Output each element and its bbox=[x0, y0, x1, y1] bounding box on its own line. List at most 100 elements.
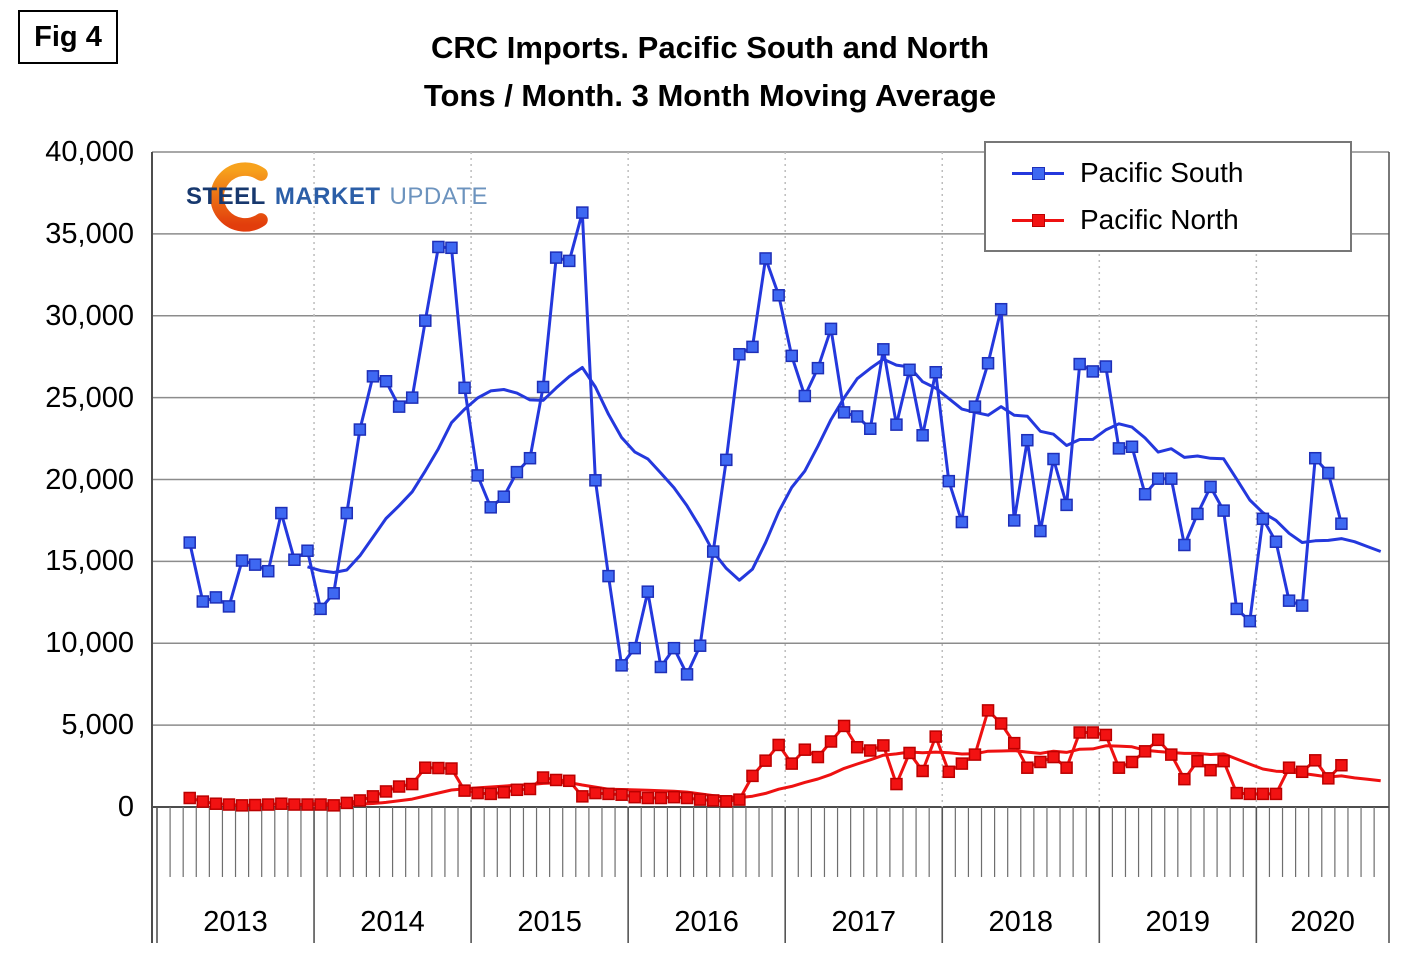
pacific-north-marker bbox=[929, 730, 942, 743]
pacific-north-marker bbox=[890, 777, 903, 791]
y-axis-tick-label: 25,000 bbox=[45, 381, 134, 414]
chart-title-line2: Tons / Month. 3 Month Moving Average bbox=[423, 78, 997, 113]
pacific-south-marker bbox=[589, 474, 602, 487]
pacific-north-marker bbox=[1060, 761, 1073, 774]
pacific-south-marker bbox=[968, 400, 982, 413]
pacific-south-marker bbox=[1125, 440, 1139, 453]
pacific-north-marker bbox=[877, 739, 890, 752]
pacific-north-marker bbox=[248, 798, 262, 812]
pacific-south-marker bbox=[419, 314, 432, 327]
pacific-north-marker bbox=[1308, 754, 1322, 767]
pacific-north-marker bbox=[1243, 787, 1257, 801]
logo-crescent-icon bbox=[210, 162, 268, 232]
pacific-south-marker bbox=[602, 569, 615, 583]
pacific-south-marker bbox=[850, 410, 864, 423]
pacific-south-marker bbox=[1021, 433, 1034, 447]
pacific-north-marker bbox=[811, 750, 825, 764]
pacific-north-marker bbox=[628, 790, 641, 804]
pacific-north-marker bbox=[1086, 726, 1100, 739]
y-axis-tick-label: 0 bbox=[117, 791, 134, 823]
pacific-north-marker bbox=[1073, 726, 1086, 739]
pacific-north-marker bbox=[209, 797, 223, 810]
pacific-north-marker bbox=[353, 794, 367, 807]
pacific-south-marker bbox=[798, 389, 812, 403]
pacific-south-marker bbox=[1099, 360, 1113, 373]
pacific-south-marker bbox=[1269, 535, 1283, 548]
pacific-south-marker bbox=[510, 465, 524, 479]
pacific-north-marker bbox=[576, 790, 589, 803]
legend-item-pacific-south: Pacific South bbox=[1012, 157, 1350, 189]
y-axis-tick-label: 40,000 bbox=[45, 136, 134, 168]
pacific-north-marker bbox=[772, 738, 785, 752]
pacific-north-marker bbox=[484, 787, 497, 801]
pacific-north-marker bbox=[1178, 772, 1191, 786]
pacific-south-marker bbox=[994, 302, 1008, 316]
pacific-south-marker bbox=[1073, 357, 1086, 371]
pacific-south-moving-average-line bbox=[307, 357, 1382, 582]
y-axis-tick-label: 30,000 bbox=[45, 299, 134, 332]
pacific-south-marker bbox=[1138, 487, 1152, 501]
pacific-south-marker bbox=[641, 585, 655, 598]
pacific-north-marker bbox=[1335, 758, 1348, 772]
pacific-south-marker bbox=[458, 381, 471, 395]
legend-label-pacific-south: Pacific South bbox=[1080, 156, 1244, 188]
pacific-south-marker bbox=[890, 418, 903, 431]
pacific-south-legend-marker-icon bbox=[1012, 166, 1064, 180]
x-axis-year-label: 2016 bbox=[674, 906, 739, 938]
pacific-south-marker bbox=[432, 240, 445, 254]
y-axis-tick-label: 20,000 bbox=[45, 463, 134, 496]
pacific-north-marker bbox=[222, 798, 236, 811]
pacific-north-marker bbox=[1165, 748, 1178, 761]
pacific-south-marker bbox=[1047, 452, 1060, 466]
pacific-south-marker bbox=[903, 363, 916, 377]
legend-item-pacific-north: Pacific North bbox=[1012, 204, 1350, 236]
pacific-north-marker bbox=[1322, 772, 1335, 785]
pacific-south-marker bbox=[1151, 472, 1165, 485]
pacific-south-marker bbox=[1086, 365, 1100, 378]
pacific-north-marker bbox=[942, 765, 956, 779]
pacific-north-marker bbox=[1217, 754, 1230, 768]
pacific-north-marker bbox=[301, 798, 314, 811]
pacific-south-marker bbox=[929, 365, 942, 379]
pacific-south-marker bbox=[628, 641, 641, 655]
pacific-south-marker bbox=[392, 400, 406, 413]
x-axis-year-label: 2013 bbox=[203, 906, 268, 938]
pacific-south-marker bbox=[942, 474, 956, 488]
pacific-north-marker bbox=[1125, 755, 1139, 769]
pacific-north-marker bbox=[405, 777, 419, 791]
pacific-south-marker bbox=[811, 361, 825, 375]
y-axis-tick-label: 5,000 bbox=[61, 709, 134, 742]
pacific-north-moving-average-line bbox=[307, 744, 1381, 806]
pacific-north-marker bbox=[824, 735, 838, 748]
pacific-south-marker bbox=[1243, 614, 1257, 628]
pacific-south-marker bbox=[563, 254, 576, 268]
pacific-north-marker bbox=[536, 771, 550, 784]
pacific-north-marker bbox=[759, 754, 772, 767]
pacific-north-marker bbox=[445, 762, 458, 775]
pacific-south-line bbox=[188, 211, 1343, 676]
pacific-north-marker bbox=[288, 798, 301, 811]
pacific-south-marker bbox=[877, 343, 890, 356]
x-axis-year-label: 2020 bbox=[1290, 906, 1355, 938]
pacific-south-marker bbox=[405, 391, 419, 404]
logo-word-update: UPDATE bbox=[389, 183, 489, 210]
pacific-south-marker bbox=[248, 558, 262, 571]
pacific-north-marker bbox=[916, 764, 929, 778]
pacific-north-marker bbox=[563, 774, 576, 788]
pacific-north-marker bbox=[615, 788, 628, 801]
x-axis-year-label: 2019 bbox=[1145, 906, 1211, 938]
pacific-north-marker bbox=[497, 786, 511, 799]
pacific-north-marker bbox=[641, 791, 655, 805]
pacific-south-marker bbox=[981, 356, 995, 370]
pacific-north-marker bbox=[994, 717, 1008, 730]
pacific-north-marker bbox=[471, 786, 484, 800]
pacific-south-marker bbox=[1217, 504, 1230, 517]
pacific-south-marker bbox=[536, 380, 550, 394]
pacific-north-marker bbox=[458, 784, 471, 797]
pacific-north-legend-marker-icon bbox=[1012, 214, 1064, 228]
pacific-north-marker bbox=[261, 798, 275, 811]
pacific-south-marker bbox=[864, 422, 877, 435]
pacific-north-marker bbox=[1256, 787, 1270, 801]
